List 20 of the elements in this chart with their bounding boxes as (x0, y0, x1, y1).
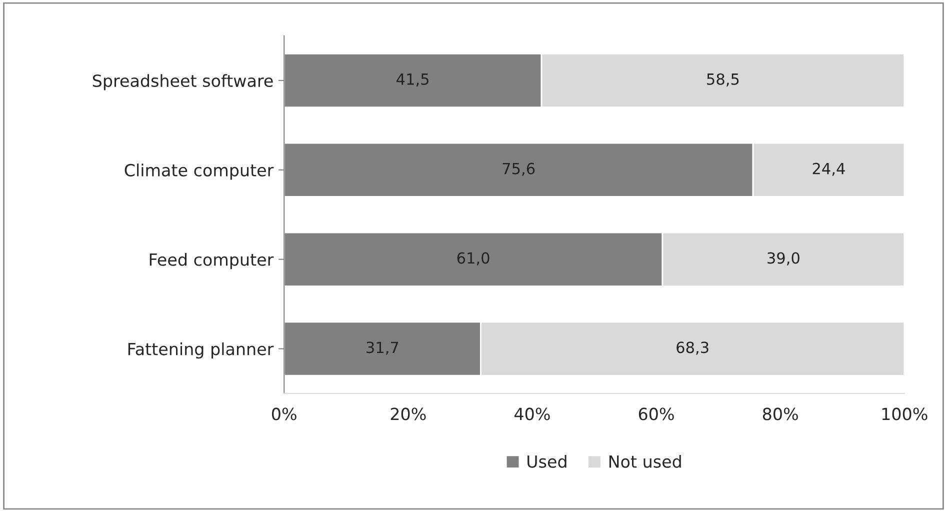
data-label: 61,0 (457, 252, 490, 266)
legend-label: Used (528, 454, 566, 468)
data-label: 68,3 (676, 342, 708, 355)
x-tick-label: 0% (272, 408, 296, 420)
data-label: 24,4 (812, 162, 845, 176)
y-tick-label: Fattening planner (128, 342, 274, 359)
data-label: 75,6 (502, 162, 535, 176)
legend-label: Not used (609, 454, 681, 468)
y-tick-label: Climate computer (124, 164, 274, 180)
x-tick-label: 40% (514, 408, 550, 420)
x-tick-label: 100% (882, 408, 928, 420)
x-tick-label: 60% (638, 408, 674, 420)
y-tick-label: Spreadsheet software (92, 74, 273, 90)
data-label: 31,7 (366, 342, 398, 355)
x-tick-label: 80% (762, 408, 798, 420)
data-label: 41,5 (396, 74, 428, 86)
x-tick-label: 20% (390, 408, 426, 420)
data-label: 58,5 (707, 73, 739, 86)
data-label: 39,0 (768, 252, 800, 266)
y-tick-label: Feed computer (150, 253, 274, 270)
